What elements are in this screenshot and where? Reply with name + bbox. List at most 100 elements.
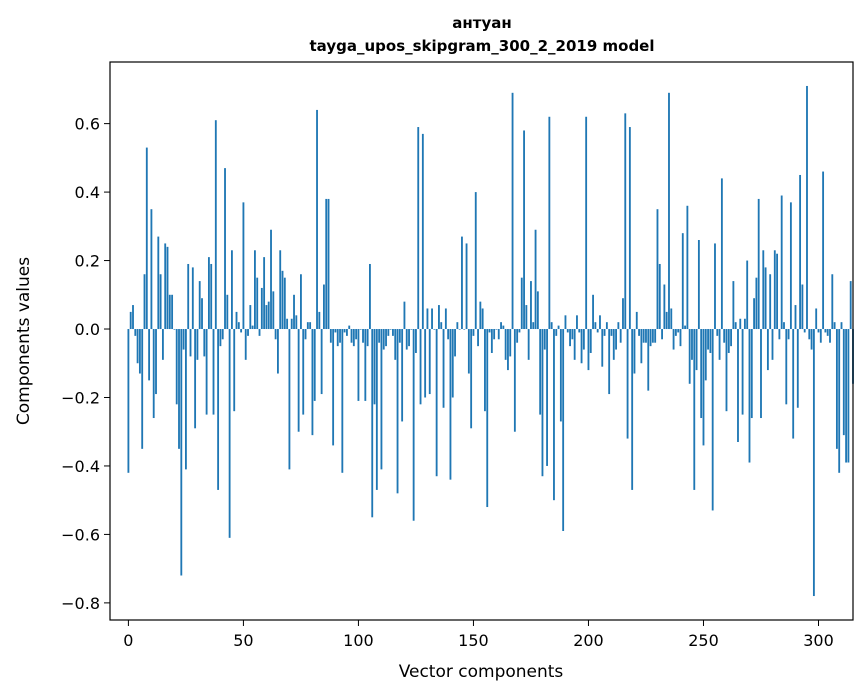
- bar-78: [306, 322, 309, 330]
- bar-204: [596, 329, 599, 333]
- bar-222: [638, 329, 640, 336]
- bar-74: [297, 329, 300, 432]
- bar-271: [750, 329, 753, 419]
- bar-18: [168, 294, 171, 330]
- bar-20: [173, 329, 176, 330]
- bar-267: [741, 329, 744, 415]
- bar-138: [444, 308, 447, 330]
- bar-217: [626, 329, 629, 439]
- bar-130: [426, 308, 429, 330]
- bar-228: [651, 329, 654, 343]
- bar-167: [511, 92, 514, 330]
- bar-280: [771, 329, 774, 360]
- y-axis-ticks: −0.8 −0.6 −0.4 −0.2 0.0 0.2 0.4 0.6: [61, 115, 110, 613]
- bar-104: [366, 329, 369, 347]
- bar-290: [794, 305, 797, 330]
- bar-112: [385, 329, 387, 347]
- bar-68: [283, 277, 286, 330]
- bar-59: [263, 257, 266, 330]
- bar-156: [486, 329, 489, 508]
- bar-279: [769, 274, 772, 330]
- bar-210: [610, 329, 613, 336]
- bar-42: [224, 168, 226, 330]
- bar-240: [679, 329, 682, 347]
- bar-22: [178, 329, 180, 449]
- bar-292: [799, 174, 802, 330]
- bar-225: [645, 329, 647, 343]
- bar-66: [279, 250, 282, 330]
- bar-139: [447, 329, 450, 340]
- bar-79: [309, 322, 312, 330]
- bar-16: [164, 243, 167, 330]
- bar-263: [732, 281, 735, 330]
- bar-62: [270, 229, 272, 330]
- bar-99: [355, 329, 358, 340]
- bar-199: [585, 116, 588, 330]
- bar-129: [424, 329, 427, 398]
- bar-126: [417, 127, 420, 330]
- bar-23: [180, 329, 183, 576]
- bar-259: [723, 329, 726, 343]
- bar-270: [748, 329, 751, 463]
- bar-288: [789, 202, 792, 330]
- bar-21: [175, 329, 178, 405]
- bar-107: [373, 329, 376, 405]
- bar-44: [228, 329, 231, 538]
- bar-284: [780, 195, 783, 330]
- bar-187: [557, 325, 560, 330]
- bar-142: [454, 329, 456, 357]
- bar-114: [389, 329, 392, 330]
- bar-231: [658, 263, 661, 330]
- y-tick-label: 0.2: [75, 252, 100, 271]
- bar-286: [785, 329, 788, 405]
- bar-162: [500, 322, 502, 330]
- bar-242: [684, 325, 686, 330]
- bar-92: [339, 329, 341, 343]
- bar-227: [649, 329, 652, 347]
- bar-269: [746, 260, 749, 330]
- bar-233: [663, 284, 666, 330]
- bar-208: [605, 322, 608, 330]
- bar-287: [787, 329, 790, 340]
- plot-frame: [109, 61, 854, 621]
- bar-305: [829, 329, 831, 343]
- bar-198: [582, 329, 585, 350]
- bar-232: [661, 329, 663, 340]
- bar-153: [479, 301, 482, 330]
- bar-183: [548, 116, 551, 330]
- bar-86: [325, 198, 328, 330]
- bar-249: [700, 329, 703, 419]
- y-axis-label: Components values: [14, 257, 34, 425]
- bar-119: [401, 329, 404, 422]
- bar-25: [184, 329, 187, 470]
- bar-83: [318, 311, 321, 330]
- bar-1: [129, 311, 132, 330]
- bar-192: [569, 329, 571, 347]
- bar-32: [201, 298, 203, 330]
- bar-65: [277, 329, 279, 374]
- bar-46: [233, 329, 236, 412]
- bar-282: [776, 253, 779, 330]
- bar-294: [803, 329, 806, 333]
- bar-221: [635, 311, 638, 330]
- bar-298: [812, 329, 815, 597]
- bar-251: [704, 329, 707, 381]
- bar-40: [219, 329, 222, 347]
- bar-67: [281, 270, 284, 330]
- bar-53: [249, 305, 252, 330]
- bar-256: [716, 329, 719, 336]
- bar-301: [819, 329, 822, 343]
- bar-33: [203, 329, 206, 357]
- bar-283: [778, 329, 781, 340]
- bar-189: [562, 329, 565, 531]
- bar-258: [720, 178, 723, 330]
- bar-6: [141, 329, 144, 449]
- bar-171: [520, 277, 523, 330]
- bar-108: [375, 329, 378, 490]
- bar-15: [161, 329, 164, 360]
- bar-224: [642, 329, 645, 343]
- bar-37: [212, 329, 215, 415]
- bar-165: [507, 329, 509, 371]
- bar-58: [260, 287, 263, 330]
- bar-134: [435, 329, 438, 477]
